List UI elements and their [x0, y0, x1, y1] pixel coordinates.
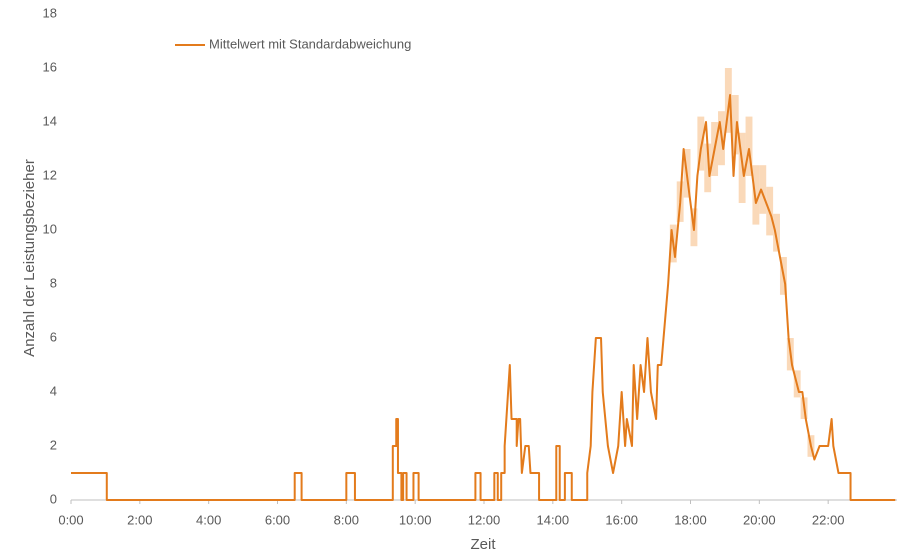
std-band: [752, 165, 760, 225]
x-tick-label: 0:00: [58, 512, 83, 527]
std-band: [759, 165, 767, 214]
series-line: [71, 94, 896, 501]
y-tick-label: 12: [43, 167, 57, 182]
std-band: [724, 68, 732, 133]
y-tick-label: 6: [50, 329, 57, 344]
x-tick-label: 6:00: [265, 512, 290, 527]
y-tick-label: 2: [50, 437, 57, 452]
x-tick-label: 18:00: [674, 512, 707, 527]
x-tick-label: 8:00: [334, 512, 359, 527]
std-band: [731, 95, 739, 155]
y-axis-label: Anzahl der Leistungsbezieher: [21, 159, 38, 357]
x-tick-label: 16:00: [605, 512, 638, 527]
std-band: [745, 116, 753, 176]
x-tick-label: 22:00: [812, 512, 845, 527]
y-tick-label: 0: [50, 491, 57, 506]
std-band: [704, 143, 712, 193]
y-tick-label: 18: [43, 5, 57, 20]
y-tick-label: 10: [43, 221, 57, 236]
x-tick-label: 14:00: [537, 512, 570, 527]
x-axis-label: Zeit: [470, 536, 496, 553]
x-tick-label: 20:00: [743, 512, 776, 527]
y-tick-label: 4: [50, 383, 57, 398]
x-tick-label: 2:00: [127, 512, 152, 527]
x-tick-label: 4:00: [196, 512, 221, 527]
x-tick-label: 10:00: [399, 512, 432, 527]
y-tick-label: 16: [43, 59, 57, 74]
y-tick-label: 8: [50, 275, 57, 290]
legend-label: Mittelwert mit Standardabweichung: [209, 36, 411, 51]
y-tick-label: 14: [43, 113, 57, 128]
x-tick-label: 12:00: [468, 512, 501, 527]
std-band: [697, 116, 705, 171]
std-band: [773, 213, 780, 252]
